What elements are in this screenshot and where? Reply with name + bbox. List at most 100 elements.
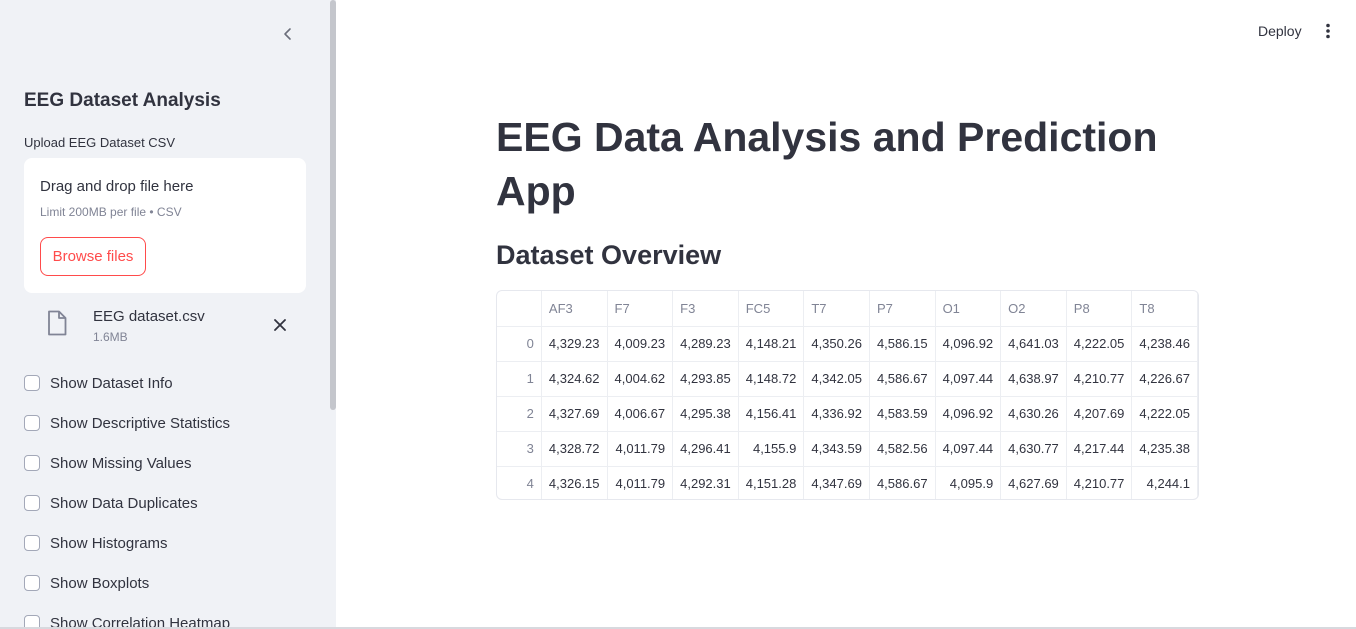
checkbox-show-descriptive-statistics[interactable]: Show Descriptive Statistics — [24, 412, 230, 434]
remove-file-button[interactable] — [270, 315, 290, 335]
table-cell[interactable]: 4,207.69 — [1066, 396, 1133, 432]
table-cell[interactable]: 4,222.05 — [1066, 326, 1133, 362]
page-title: EEG Data Analysis and Prediction App — [496, 114, 1158, 214]
table-cell[interactable]: 4,096.92 — [935, 326, 1002, 362]
checkbox-show-histograms[interactable]: Show Histograms — [24, 532, 168, 554]
table-cell[interactable]: 4,582.56 — [869, 431, 936, 467]
table-cell[interactable]: 4,324.62 — [541, 361, 608, 397]
table-cell[interactable]: 4,011.79 — [607, 466, 674, 499]
collapse-sidebar-button[interactable] — [276, 22, 300, 46]
table-cell[interactable]: 4,235.38 — [1131, 431, 1198, 467]
deploy-button[interactable]: Deploy — [1258, 23, 1302, 39]
table-cell[interactable]: 4,155.9 — [738, 431, 805, 467]
sidebar-title: EEG Dataset Analysis — [24, 90, 221, 111]
table-cell[interactable]: 4,148.72 — [738, 361, 805, 397]
checkbox-show-correlation-heatmap[interactable]: Show Correlation Heatmap — [24, 612, 230, 629]
table-cell[interactable]: 4,295.38 — [672, 396, 739, 432]
table-row: 2 4,327.69 4,006.67 4,295.38 4,156.41 4,… — [497, 396, 1198, 432]
table-cell[interactable]: 4,586.67 — [869, 466, 936, 499]
table-cell[interactable]: 4,627.69 — [1000, 466, 1067, 499]
table-cell[interactable]: 4,583.59 — [869, 396, 936, 432]
column-header[interactable]: P7 — [869, 291, 936, 327]
column-header[interactable]: F3 — [672, 291, 739, 327]
table-cell[interactable]: 4,238.46 — [1131, 326, 1198, 362]
sidebar-scrollbar[interactable] — [330, 0, 336, 410]
file-name: EEG dataset.csv — [93, 308, 205, 325]
checkbox-box[interactable] — [24, 455, 40, 471]
table-cell[interactable]: 4,289.23 — [672, 326, 739, 362]
table-cell[interactable]: 4,148.21 — [738, 326, 805, 362]
column-header[interactable]: O2 — [1000, 291, 1067, 327]
table-cell[interactable]: 4,009.23 — [607, 326, 674, 362]
table-cell[interactable]: 4,011.79 — [607, 431, 674, 467]
row-index: 3 — [497, 431, 542, 467]
checkbox-box[interactable] — [24, 615, 40, 629]
index-header — [497, 291, 542, 327]
table-cell[interactable]: 4,328.72 — [541, 431, 608, 467]
dataframe-table[interactable]: AF3 F7 F3 FC5 T7 P7 O1 O2 P8 T8 0 4,329.… — [496, 290, 1199, 500]
main-menu-button[interactable] — [1316, 19, 1340, 43]
table-cell[interactable]: 4,151.28 — [738, 466, 805, 499]
table-cell[interactable]: 4,638.97 — [1000, 361, 1067, 397]
file-dropzone[interactable]: Drag and drop file here Limit 200MB per … — [24, 158, 306, 293]
table-cell[interactable]: 4,342.05 — [803, 361, 870, 397]
column-header[interactable]: FC5 — [738, 291, 805, 327]
checkbox-box[interactable] — [24, 375, 40, 391]
table-cell[interactable]: 4,097.44 — [935, 431, 1002, 467]
column-header[interactable]: T7 — [803, 291, 870, 327]
checkbox-box[interactable] — [24, 415, 40, 431]
table-cell[interactable]: 4,586.15 — [869, 326, 936, 362]
checkbox-box[interactable] — [24, 495, 40, 511]
table-cell[interactable]: 4,326.15 — [541, 466, 608, 499]
table-cell[interactable]: 4,586.67 — [869, 361, 936, 397]
column-header[interactable]: P8 — [1066, 291, 1133, 327]
table-cell[interactable]: 4,244.1 — [1131, 466, 1198, 499]
table-cell[interactable]: 4,210.77 — [1066, 466, 1133, 499]
table-cell[interactable]: 4,096.92 — [935, 396, 1002, 432]
table-cell[interactable]: 4,630.26 — [1000, 396, 1067, 432]
table-cell[interactable]: 4,217.44 — [1066, 431, 1133, 467]
checkbox-label: Show Correlation Heatmap — [50, 614, 231, 629]
table-cell[interactable]: 4,630.77 — [1000, 431, 1067, 467]
file-size: 1.6MB — [93, 330, 128, 344]
browse-files-button[interactable]: Browse files — [40, 237, 146, 276]
table-cell[interactable]: 4,004.62 — [607, 361, 674, 397]
checkbox-label: Show Descriptive Statistics — [50, 414, 231, 432]
vertical-ellipsis-icon — [1326, 23, 1330, 39]
table-cell[interactable]: 4,006.67 — [607, 396, 674, 432]
table-cell[interactable]: 4,292.31 — [672, 466, 739, 499]
table-cell[interactable]: 4,343.59 — [803, 431, 870, 467]
checkbox-show-dataset-info[interactable]: Show Dataset Info — [24, 372, 173, 394]
table-cell[interactable]: 4,156.41 — [738, 396, 805, 432]
table-cell[interactable]: 4,095.9 — [935, 466, 1002, 499]
column-header[interactable]: O1 — [935, 291, 1002, 327]
file-icon — [48, 310, 67, 336]
table-cell[interactable]: 4,097.44 — [935, 361, 1002, 397]
checkbox-show-boxplots[interactable]: Show Boxplots — [24, 572, 149, 594]
row-index: 1 — [497, 361, 542, 397]
checkbox-box[interactable] — [24, 535, 40, 551]
checkbox-show-missing-values[interactable]: Show Missing Values — [24, 452, 191, 474]
table-cell[interactable]: 4,327.69 — [541, 396, 608, 432]
table-cell[interactable]: 4,336.92 — [803, 396, 870, 432]
checkbox-show-data-duplicates[interactable]: Show Data Duplicates — [24, 492, 198, 514]
sidebar: EEG Dataset Analysis Upload EEG Dataset … — [0, 0, 336, 629]
table-cell[interactable]: 4,226.67 — [1131, 361, 1198, 397]
table-cell[interactable]: 4,210.77 — [1066, 361, 1133, 397]
bottom-divider — [0, 627, 1356, 629]
table-cell[interactable]: 4,641.03 — [1000, 326, 1067, 362]
data-table: AF3 F7 F3 FC5 T7 P7 O1 O2 P8 T8 0 4,329.… — [497, 291, 1198, 499]
table-cell[interactable]: 4,296.41 — [672, 431, 739, 467]
table-cell[interactable]: 4,293.85 — [672, 361, 739, 397]
checkbox-box[interactable] — [24, 575, 40, 591]
table-cell[interactable]: 4,329.23 — [541, 326, 608, 362]
table-row: 3 4,328.72 4,011.79 4,296.41 4,155.9 4,3… — [497, 431, 1198, 467]
table-cell[interactable]: 4,222.05 — [1131, 396, 1198, 432]
table-cell[interactable]: 4,350.26 — [803, 326, 870, 362]
table-header-row: AF3 F7 F3 FC5 T7 P7 O1 O2 P8 T8 — [497, 291, 1198, 327]
row-index: 2 — [497, 396, 542, 432]
column-header[interactable]: F7 — [607, 291, 674, 327]
column-header[interactable]: AF3 — [541, 291, 608, 327]
column-header[interactable]: T8 — [1131, 291, 1198, 327]
table-cell[interactable]: 4,347.69 — [803, 466, 870, 499]
